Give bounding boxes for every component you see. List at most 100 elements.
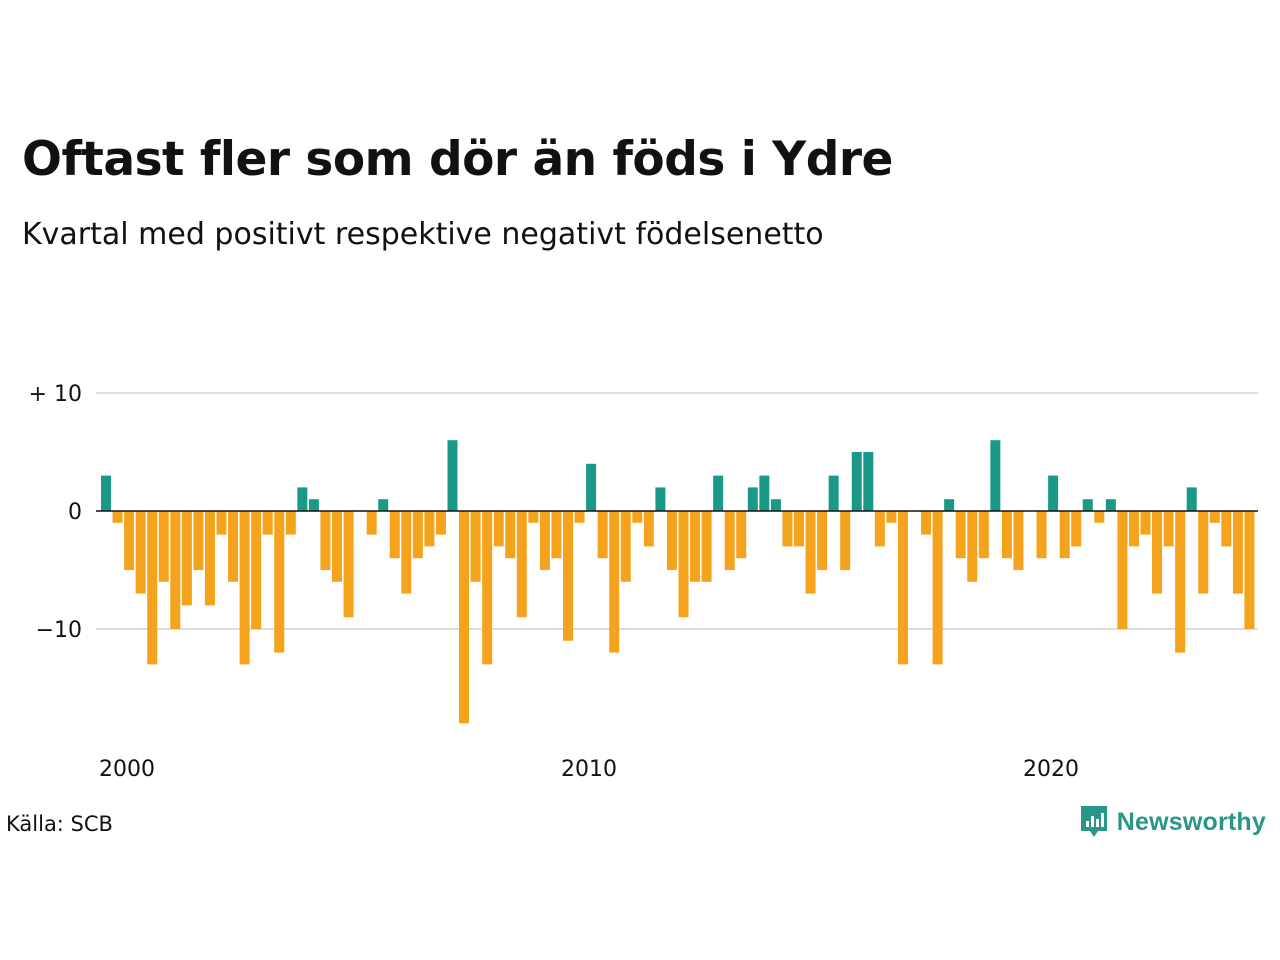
bar-negative — [124, 511, 135, 570]
bar-positive — [1048, 475, 1059, 511]
bar-negative — [574, 511, 585, 523]
bar-negative — [1117, 511, 1128, 629]
bar-negative — [955, 511, 966, 559]
bar-negative — [332, 511, 342, 582]
bar-negative — [424, 511, 435, 547]
bar-negative — [794, 511, 804, 547]
bar-negative — [782, 511, 793, 547]
bar-negative — [967, 511, 978, 582]
bar-negative — [389, 511, 400, 559]
bar-negative — [932, 511, 943, 665]
bar-negative — [563, 511, 573, 641]
brand-logo: Newsworthy — [1079, 802, 1266, 842]
bar-positive — [1186, 487, 1197, 511]
bar-negative — [528, 511, 539, 523]
bar-negative — [320, 511, 331, 570]
bar-negative — [597, 511, 608, 559]
bar-negative — [1036, 511, 1047, 559]
bar-negative — [516, 511, 527, 618]
bar-negative — [459, 511, 470, 724]
bar-negative — [724, 511, 735, 570]
bar-negative — [632, 511, 643, 523]
bar-negative — [1140, 511, 1151, 535]
bar-negative — [470, 511, 481, 582]
bar-negative — [112, 511, 123, 523]
bar-positive — [297, 487, 308, 511]
bar-negative — [978, 511, 989, 559]
bar-negative — [817, 511, 828, 570]
bar-negative — [1221, 511, 1232, 547]
bar-positive — [990, 440, 1001, 511]
bar-negative — [736, 511, 747, 559]
bar-negative — [181, 511, 192, 606]
bar-negative — [666, 511, 677, 570]
bar-negative — [643, 511, 654, 547]
bar-negative — [1244, 511, 1255, 629]
bar-negative — [505, 511, 516, 559]
chart-subtitle: Kvartal med positivt respektive negativt… — [22, 217, 824, 252]
y-tick-label: + 10 — [29, 382, 82, 407]
bar-positive — [944, 499, 955, 511]
bar-positive — [101, 475, 111, 511]
bar-negative — [609, 511, 620, 653]
bar-negative — [1198, 511, 1209, 594]
bar-negative — [482, 511, 493, 665]
bar-negative — [1071, 511, 1082, 547]
y-tick-label: −10 — [36, 618, 82, 643]
grid-layer — [96, 392, 1258, 630]
bar-positive — [378, 499, 389, 511]
bar-negative — [401, 511, 412, 594]
bar-negative — [412, 511, 423, 559]
bar-negative — [216, 511, 227, 535]
bar-positive — [1105, 499, 1116, 511]
bar-layer — [101, 440, 1255, 724]
bar-positive — [1082, 499, 1093, 511]
x-axis-ticks: 2000 2010 2020 — [99, 757, 1079, 782]
bar-negative — [1094, 511, 1105, 523]
bar-negative — [147, 511, 158, 665]
bar-negative — [701, 511, 712, 582]
bar-negative — [343, 511, 354, 618]
bar-positive — [770, 499, 781, 511]
x-tick-label: 2010 — [561, 757, 617, 782]
bar-negative — [239, 511, 250, 665]
bar-positive — [308, 499, 319, 511]
bar-positive — [759, 475, 770, 511]
bar-negative — [135, 511, 146, 594]
bar-positive — [447, 440, 458, 511]
bar-negative — [366, 511, 377, 535]
bar-negative — [435, 511, 446, 535]
bar-negative — [539, 511, 550, 570]
bar-negative — [158, 511, 169, 582]
bar-negative — [274, 511, 285, 653]
bar-negative — [805, 511, 816, 594]
brand-name: Newsworthy — [1116, 807, 1266, 836]
y-axis-ticks: + 10 0 −10 — [29, 382, 82, 643]
bar-negative — [204, 511, 215, 606]
bar-positive — [747, 487, 758, 511]
bar-positive — [828, 475, 839, 511]
bar-positive — [713, 475, 724, 511]
bar-positive — [851, 452, 862, 511]
bar-negative — [551, 511, 562, 559]
chart-title: Oftast fler som dör än föds i Ydre — [22, 132, 893, 187]
bar-negative — [170, 511, 181, 629]
x-tick-label: 2020 — [1023, 757, 1079, 782]
bar-negative — [1175, 511, 1186, 653]
bar-negative — [228, 511, 239, 582]
bar-negative — [1163, 511, 1174, 547]
x-tick-label: 2000 — [99, 757, 155, 782]
bar-negative — [1001, 511, 1012, 559]
bar-negative — [840, 511, 851, 570]
bar-negative — [1128, 511, 1139, 547]
bar-negative — [1209, 511, 1220, 523]
bar-negative — [690, 511, 701, 582]
bar-negative — [1059, 511, 1070, 559]
bar-negative — [678, 511, 689, 618]
bar-negative — [874, 511, 885, 547]
bar-negative — [897, 511, 908, 665]
bar-negative — [1013, 511, 1024, 570]
bar-negative — [1152, 511, 1163, 594]
bar-negative — [285, 511, 296, 535]
